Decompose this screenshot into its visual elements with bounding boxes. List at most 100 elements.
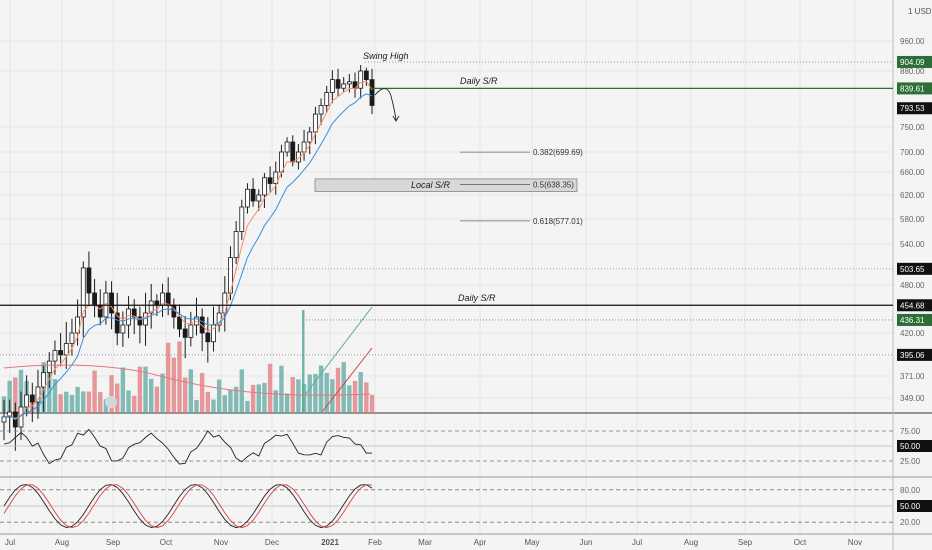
y-tick-label-10: 371.00 xyxy=(900,372,925,381)
candle xyxy=(312,113,318,133)
candle xyxy=(341,83,347,89)
price-tag-3: 503.65 xyxy=(900,265,925,274)
volume-bar xyxy=(262,382,267,413)
candle xyxy=(284,141,290,153)
volume-bar xyxy=(182,377,188,413)
stoch-k-line xyxy=(3,484,373,529)
volume-bar xyxy=(211,399,216,413)
volume-bar xyxy=(69,394,75,413)
price-tag-6-bg xyxy=(897,348,932,361)
trend-line-green xyxy=(304,306,373,396)
candle xyxy=(205,332,211,343)
price-tag-1-bg xyxy=(897,82,932,95)
volume-bar xyxy=(143,366,148,413)
candle xyxy=(273,171,279,184)
fib-label-2: 0.618(577.01) xyxy=(533,217,583,226)
candle xyxy=(369,79,375,106)
daily-sr-upper-label: Daily S/R xyxy=(460,76,498,86)
volume-bar xyxy=(52,378,58,413)
x-tick-label-4: Nov xyxy=(214,538,228,547)
x-tick-label-7: Feb xyxy=(368,538,382,547)
price-tag-0-bg xyxy=(897,55,932,68)
candle xyxy=(262,177,267,196)
y-tick-label-7: 540.00 xyxy=(900,240,925,249)
rsi-tick-label-0: 75.00 xyxy=(900,427,921,436)
candle xyxy=(290,141,296,163)
volume-bar xyxy=(313,373,318,413)
daily-sr-lower-label: Daily S/R xyxy=(458,293,496,303)
volume-bar xyxy=(120,367,126,413)
event-marker-icon[interactable] xyxy=(105,396,117,408)
volume-bar xyxy=(369,394,375,413)
volume-bar xyxy=(347,385,352,413)
candle xyxy=(41,372,47,388)
candle xyxy=(52,350,58,362)
volume-bar xyxy=(335,367,341,413)
candle xyxy=(24,394,30,408)
local-sr-zone[interactable] xyxy=(314,178,578,192)
volume-bar xyxy=(58,394,63,413)
candle xyxy=(120,324,126,334)
candle xyxy=(222,292,228,314)
candle xyxy=(165,292,171,306)
volume-bar xyxy=(245,400,250,413)
y-tick-label-5: 620.00 xyxy=(900,191,925,200)
price-tag-3-bg xyxy=(897,262,932,275)
x-tick-label-5: Dec xyxy=(265,538,279,547)
y-tick-label-8: 480.00 xyxy=(900,281,925,290)
x-tick-label-3: Oct xyxy=(160,538,173,547)
volume-bar xyxy=(7,380,12,413)
moving-averages xyxy=(3,80,373,421)
candle xyxy=(35,386,41,403)
price-axis[interactable]: 960.00 880.00 750.00 700.00 660.00 620.00 580.… xyxy=(897,37,932,527)
candle xyxy=(114,312,120,334)
stoch-rsi-pane[interactable] xyxy=(0,484,893,529)
stoch-tag-bg xyxy=(897,500,932,512)
price-tag-5-bg xyxy=(897,313,932,326)
x-tick-label-11: Jun xyxy=(580,538,593,547)
y-tick-label-4: 660.00 xyxy=(900,168,925,177)
volume-bar xyxy=(81,391,86,413)
candle xyxy=(1,416,7,423)
annotations[interactable]: Swing High Daily S/R Local S/R 0.382(699.69… xyxy=(0,51,893,408)
volume-bar xyxy=(307,374,312,413)
volume-bar xyxy=(284,393,290,413)
volume-bar xyxy=(273,390,278,413)
rsi-pane[interactable] xyxy=(0,428,893,465)
x-tick-label-15: Oct xyxy=(794,538,807,547)
candle xyxy=(92,292,97,306)
volume-bar xyxy=(160,373,165,413)
candle xyxy=(250,188,256,202)
volume-bar xyxy=(352,380,358,413)
volume-bar xyxy=(233,386,239,413)
volume-bar xyxy=(64,391,69,413)
candle xyxy=(256,194,262,202)
volume-bar xyxy=(171,357,177,413)
candle xyxy=(29,394,35,403)
price-tag-4-bg xyxy=(897,299,932,312)
x-tick-label-13: Aug xyxy=(684,538,698,547)
volume-bar xyxy=(154,386,160,413)
currency-label: 1 USD xyxy=(908,7,932,16)
time-axis[interactable]: Jul Aug Sep Oct Nov Dec 2021 Feb Mar Apr May Jun Jul… xyxy=(5,538,862,547)
volume-bar xyxy=(222,395,227,413)
volume-bar xyxy=(149,378,154,413)
candle xyxy=(318,105,324,115)
fib-label-1: 0.5(638.35) xyxy=(533,180,574,189)
candle xyxy=(335,79,341,89)
candle xyxy=(131,308,137,318)
ema-slow-line xyxy=(3,93,373,419)
candles[interactable] xyxy=(1,65,375,451)
price-tag-5: 436.31 xyxy=(900,316,925,325)
volume-bar xyxy=(132,395,137,413)
y-tick-label-6: 580.00 xyxy=(900,215,925,224)
candle xyxy=(46,360,52,373)
volume-bar xyxy=(318,365,324,413)
y-tick-label-1: 880.00 xyxy=(900,67,925,76)
x-tick-label-12: Jul xyxy=(632,538,642,547)
x-tick-label-9: Apr xyxy=(474,538,487,547)
candle xyxy=(363,70,369,81)
price-tag-1: 839.61 xyxy=(900,84,925,93)
